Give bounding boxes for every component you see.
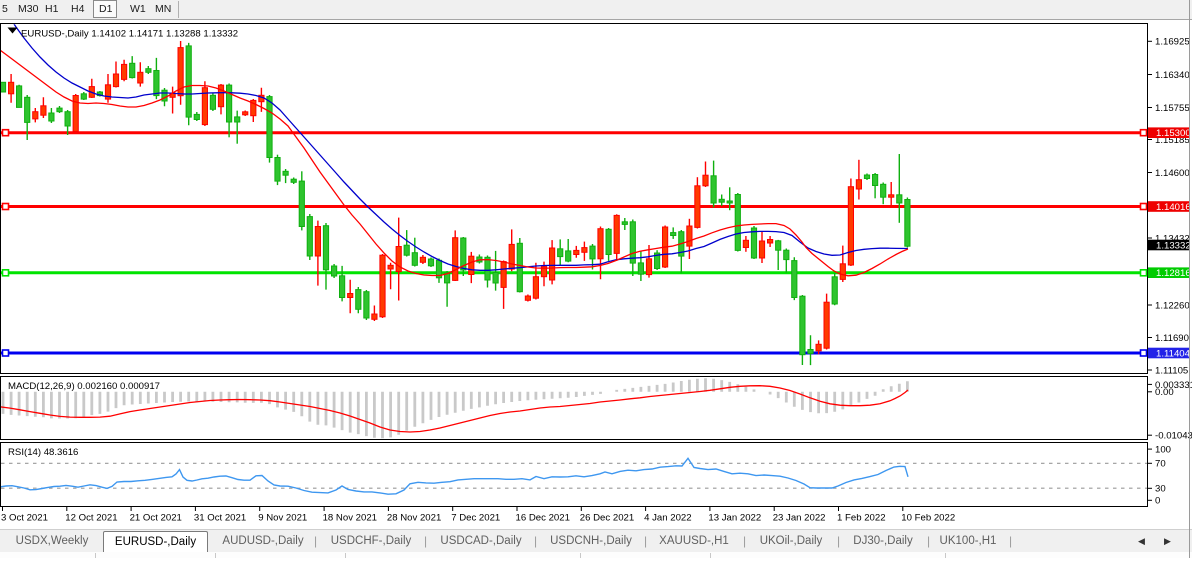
svg-text:100: 100 [1155, 445, 1171, 456]
svg-text:23 Jan 2022: 23 Jan 2022 [773, 513, 826, 524]
svg-text:3 Oct 2021: 3 Oct 2021 [1, 513, 48, 524]
svg-text:9 Nov 2021: 9 Nov 2021 [258, 513, 307, 524]
svg-text:21 Oct 2021: 21 Oct 2021 [130, 513, 182, 524]
svg-text:RSI(14) 48.3616: RSI(14) 48.3616 [8, 447, 78, 458]
svg-text:0.00: 0.00 [1155, 387, 1174, 398]
svg-text:0: 0 [1155, 496, 1160, 507]
svg-text:1.12816: 1.12816 [1156, 268, 1191, 279]
svg-text:70: 70 [1155, 459, 1166, 470]
svg-text:1.13432: 1.13432 [1155, 233, 1190, 244]
svg-text:10 Feb 2022: 10 Feb 2022 [901, 513, 955, 524]
svg-text:31 Oct 2021: 31 Oct 2021 [194, 513, 246, 524]
svg-text:30: 30 [1155, 484, 1166, 495]
svg-text:28 Nov 2021: 28 Nov 2021 [387, 513, 441, 524]
svg-text:1.16340: 1.16340 [1155, 70, 1190, 81]
svg-text:1.12260: 1.12260 [1155, 300, 1190, 311]
svg-text:1.16925: 1.16925 [1155, 37, 1190, 48]
svg-text:MACD(12,26,9) 0.002160 0.00091: MACD(12,26,9) 0.002160 0.000917 [8, 381, 160, 392]
svg-text:7 Dec 2021: 7 Dec 2021 [451, 513, 500, 524]
svg-text:1.15300: 1.15300 [1156, 128, 1191, 139]
svg-text:13 Jan 2022: 13 Jan 2022 [708, 513, 761, 524]
svg-text:18 Nov 2021: 18 Nov 2021 [323, 513, 377, 524]
svg-text:1.11404: 1.11404 [1156, 349, 1191, 360]
svg-text:-0.010439: -0.010439 [1155, 431, 1192, 442]
svg-text:1.11105: 1.11105 [1155, 365, 1188, 376]
svg-text:1.15185: 1.15185 [1155, 135, 1190, 146]
svg-text:1.15755: 1.15755 [1155, 103, 1190, 114]
svg-text:1.13332: 1.13332 [1156, 241, 1191, 252]
svg-text:1.14600: 1.14600 [1155, 168, 1190, 179]
svg-text:1 Feb 2022: 1 Feb 2022 [837, 513, 886, 524]
svg-text:1.11690: 1.11690 [1155, 333, 1189, 344]
svg-text:EURUSD-,Daily 1.14102 1.14171: EURUSD-,Daily 1.14102 1.14171 1.13288 1.… [21, 29, 238, 40]
svg-text:26 Dec 2021: 26 Dec 2021 [580, 513, 634, 524]
svg-text:0.003331: 0.003331 [1155, 380, 1192, 391]
svg-text:1.14016: 1.14016 [1156, 202, 1191, 213]
svg-text:4 Jan 2022: 4 Jan 2022 [644, 513, 691, 524]
svg-text:12 Oct 2021: 12 Oct 2021 [65, 513, 117, 524]
svg-text:16 Dec 2021: 16 Dec 2021 [516, 513, 570, 524]
